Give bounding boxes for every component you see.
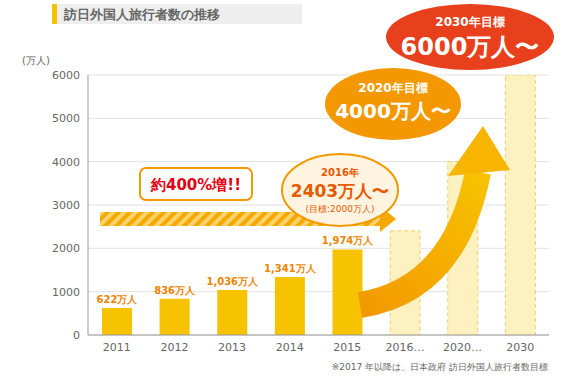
svg-text:4000: 4000 xyxy=(52,156,80,169)
svg-text:1,974万人: 1,974万人 xyxy=(322,235,375,246)
svg-text:2403万人〜: 2403万人〜 xyxy=(291,181,389,201)
svg-text:622万人: 622万人 xyxy=(97,294,139,305)
svg-text:2000: 2000 xyxy=(52,242,80,255)
svg-text:4000万人〜: 4000万人〜 xyxy=(335,99,451,123)
svg-text:約400%増!!: 約400%増!! xyxy=(150,176,241,194)
svg-text:訪日外国人旅行者数の推移: 訪日外国人旅行者数の推移 xyxy=(63,7,220,22)
svg-text:2020年目標: 2020年目標 xyxy=(358,81,427,95)
svg-text:6000万人〜: 6000万人〜 xyxy=(401,33,540,61)
svg-text:1000: 1000 xyxy=(52,286,80,299)
svg-text:0: 0 xyxy=(73,329,80,342)
svg-text:2015: 2015 xyxy=(333,341,361,354)
svg-text:6000: 6000 xyxy=(52,69,80,82)
svg-text:(万人): (万人) xyxy=(22,55,50,66)
svg-text:2030: 2030 xyxy=(506,341,534,354)
svg-text:2012: 2012 xyxy=(160,341,188,354)
svg-text:1,341万人: 1,341万人 xyxy=(264,263,317,274)
svg-text:2014: 2014 xyxy=(276,341,304,354)
svg-text:5000: 5000 xyxy=(52,112,80,125)
svg-text:2016…: 2016… xyxy=(385,341,424,354)
svg-text:2013: 2013 xyxy=(218,341,246,354)
svg-text:836万人: 836万人 xyxy=(154,285,196,296)
svg-text:2030年目標: 2030年目標 xyxy=(435,15,504,29)
svg-text:1,036万人: 1,036万人 xyxy=(206,276,259,287)
svg-text:3000: 3000 xyxy=(52,199,80,212)
svg-text:2016年: 2016年 xyxy=(321,167,359,178)
svg-text:(目標:2000万人): (目標:2000万人) xyxy=(306,204,375,214)
svg-text:※2017 年以降は、日本政府 訪日外国人旅行者数目標: ※2017 年以降は、日本政府 訪日外国人旅行者数目標 xyxy=(332,362,548,372)
svg-text:2020…: 2020… xyxy=(443,341,482,354)
svg-text:2011: 2011 xyxy=(103,341,131,354)
